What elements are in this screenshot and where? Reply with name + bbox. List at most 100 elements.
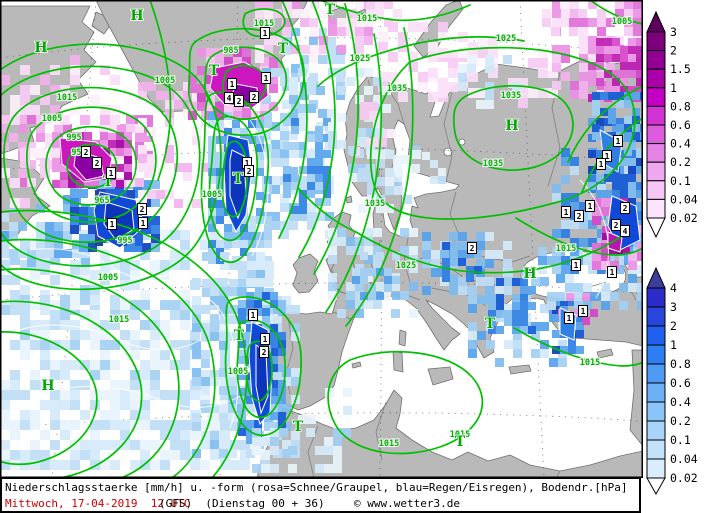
- svg-text:2: 2: [84, 148, 89, 157]
- svg-text:1015: 1015: [450, 430, 470, 440]
- model-info: (GFS) (Dienstag 00 + 36): [159, 497, 325, 510]
- svg-text:1015: 1015: [357, 14, 377, 24]
- svg-text:4: 4: [623, 227, 628, 236]
- svg-text:0.6: 0.6: [670, 118, 691, 132]
- svg-text:H: H: [523, 266, 536, 282]
- svg-text:T: T: [455, 434, 466, 450]
- svg-text:1005: 1005: [42, 114, 62, 124]
- svg-text:T: T: [233, 171, 244, 187]
- land-crete: [508, 364, 532, 375]
- svg-text:1: 1: [599, 160, 604, 169]
- svg-text:1035: 1035: [365, 199, 385, 209]
- svg-text:1025: 1025: [496, 34, 516, 44]
- svg-text:2: 2: [470, 244, 475, 253]
- svg-text:3: 3: [670, 300, 677, 314]
- svg-text:0.1: 0.1: [670, 174, 691, 188]
- svg-text:1: 1: [564, 208, 569, 217]
- svg-text:0.02: 0.02: [670, 211, 698, 225]
- svg-text:1015: 1015: [379, 439, 399, 449]
- svg-text:2: 2: [623, 204, 628, 213]
- land-corsica: [398, 329, 407, 347]
- land-balearics: [351, 361, 362, 369]
- svg-text:2: 2: [670, 319, 677, 333]
- land-sardinia: [392, 350, 404, 373]
- land-shetland: [345, 195, 353, 204]
- svg-text:1015: 1015: [109, 315, 129, 325]
- svg-text:1: 1: [263, 335, 268, 344]
- svg-text:3: 3: [670, 25, 677, 39]
- svg-text:1: 1: [670, 81, 677, 95]
- svg-text:0.4: 0.4: [670, 137, 691, 151]
- land-levant: [629, 349, 644, 447]
- svg-text:4: 4: [670, 281, 677, 295]
- svg-text:1005: 1005: [98, 273, 118, 283]
- svg-text:1005: 1005: [155, 76, 175, 86]
- forecast-date: Mittwoch, 17-04-2019 12 UTC: [5, 497, 191, 510]
- svg-text:1: 1: [245, 159, 250, 168]
- svg-text:2: 2: [670, 44, 677, 58]
- svg-text:T: T: [234, 328, 245, 344]
- svg-text:2: 2: [95, 159, 100, 168]
- rain-scale: 4 3 2 1 0.8 0.6 0.4 0.2 0.1 0.04 0.02: [646, 266, 698, 496]
- svg-text:2: 2: [140, 205, 145, 214]
- svg-text:0.2: 0.2: [670, 155, 691, 169]
- svg-text:995: 995: [117, 236, 132, 246]
- svg-text:1005: 1005: [202, 190, 222, 200]
- europe-precip-pressure-map: 1015100599595596599510051015100598510151…: [0, 0, 651, 479]
- svg-text:H: H: [130, 8, 143, 24]
- svg-text:985: 985: [223, 46, 238, 56]
- lake-onega: [458, 138, 466, 146]
- svg-text:0.8: 0.8: [670, 357, 691, 371]
- svg-text:1: 1: [610, 268, 615, 277]
- svg-text:2: 2: [577, 212, 582, 221]
- svg-text:1: 1: [109, 169, 114, 178]
- svg-text:0.04: 0.04: [670, 452, 698, 466]
- map-label-layer: 1015100599595596599510051015100598510151…: [34, 1, 634, 451]
- svg-text:1035: 1035: [483, 159, 503, 169]
- svg-text:965: 965: [94, 196, 109, 206]
- svg-text:T: T: [485, 316, 496, 332]
- svg-text:2: 2: [262, 348, 267, 357]
- svg-text:T: T: [209, 63, 220, 79]
- svg-text:0.4: 0.4: [670, 395, 691, 409]
- svg-text:T: T: [278, 41, 289, 57]
- snow-scale: 3 2 1.5 1 0.8 0.6 0.4 0.2 0.1 0.04 0.02: [646, 10, 698, 239]
- svg-text:1015: 1015: [57, 93, 77, 103]
- svg-text:T: T: [325, 2, 336, 18]
- svg-text:0.8: 0.8: [670, 99, 691, 113]
- svg-text:1: 1: [251, 311, 256, 320]
- svg-text:1035: 1035: [387, 84, 407, 94]
- svg-text:1015: 1015: [580, 358, 600, 368]
- svg-text:2: 2: [614, 221, 619, 230]
- svg-text:1: 1: [264, 74, 269, 83]
- svg-text:T: T: [293, 419, 304, 435]
- svg-text:1: 1: [567, 314, 572, 323]
- svg-text:0.04: 0.04: [670, 192, 698, 206]
- land-sicily: [427, 366, 454, 386]
- svg-text:1: 1: [588, 202, 593, 211]
- svg-text:0.6: 0.6: [670, 376, 691, 390]
- svg-text:H: H: [41, 378, 54, 394]
- svg-text:0.2: 0.2: [670, 414, 691, 428]
- svg-text:1.5: 1.5: [670, 62, 691, 76]
- color-scales: 3 2 1.5 1 0.8 0.6 0.4 0.2 0.1 0.04 0.02 4 3 2 1 0.8 0.6…: [646, 10, 698, 496]
- legend-title: Niederschlagsstaerke [mm/h] u. -form (ro…: [5, 481, 628, 494]
- svg-text:1: 1: [110, 220, 115, 229]
- land-cyprus: [596, 348, 614, 359]
- svg-text:1025: 1025: [350, 54, 370, 64]
- precip-contour-layer: [19, 119, 609, 429]
- svg-text:995: 995: [66, 133, 81, 143]
- svg-text:2: 2: [252, 93, 257, 102]
- isobar-layer: [0, 0, 644, 479]
- svg-text:0.02: 0.02: [670, 471, 698, 485]
- copyright: © www.wetter3.de: [354, 497, 460, 510]
- svg-text:1035: 1035: [501, 91, 521, 101]
- svg-text:H: H: [505, 118, 518, 134]
- svg-text:0.1: 0.1: [670, 433, 691, 447]
- svg-text:1: 1: [141, 219, 146, 228]
- svg-text:1005: 1005: [612, 17, 632, 27]
- map-canvas: 1015 1005 995 955 965 995 1005 1015 1005 985 1015 1…: [0, 0, 651, 479]
- svg-text:1: 1: [574, 261, 579, 270]
- svg-text:1: 1: [670, 338, 677, 352]
